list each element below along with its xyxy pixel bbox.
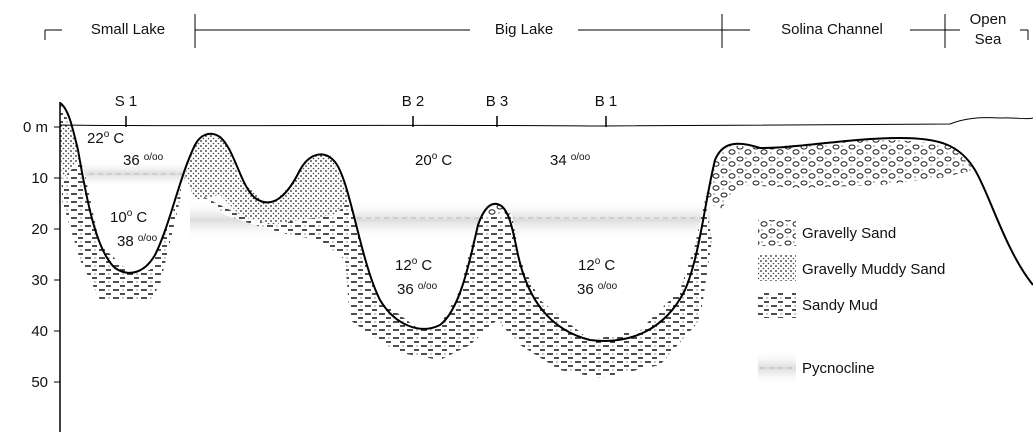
legend-label: Gravelly Sand bbox=[802, 225, 896, 242]
temperature-unit: C bbox=[109, 130, 124, 147]
salinity-value: 38 bbox=[117, 233, 134, 250]
gravelly-sand bbox=[705, 140, 975, 210]
water-surface bbox=[60, 118, 1033, 126]
station-label: B 2 bbox=[402, 93, 425, 110]
depth-label: 30 bbox=[31, 272, 48, 289]
station-label: S 1 bbox=[115, 93, 138, 110]
cross-section: Small Lake Big Lake Solina Channel Open … bbox=[0, 0, 1033, 432]
temperature: 22o C bbox=[87, 129, 124, 147]
region-label: Solina Channel bbox=[781, 21, 883, 38]
temperature-value: 20 bbox=[415, 152, 432, 169]
temperature-value: 22 bbox=[87, 130, 104, 147]
temperature-unit: C bbox=[132, 209, 147, 226]
depth-label: 40 bbox=[31, 323, 48, 340]
temperature: 10o C bbox=[110, 208, 147, 226]
depth-label: 10 bbox=[31, 170, 48, 187]
legend-swatch bbox=[758, 255, 796, 281]
temperature-unit: C bbox=[417, 257, 432, 274]
salinity-value: 36 bbox=[123, 152, 140, 169]
region-label: Open bbox=[970, 11, 1007, 28]
temperature: 12o C bbox=[578, 256, 615, 274]
temperature-unit: C bbox=[600, 257, 615, 274]
salinity: 36 o/oo bbox=[397, 281, 438, 298]
depth-label: 20 bbox=[31, 221, 48, 238]
region-label: Big Lake bbox=[495, 21, 553, 38]
salinity-unit: o/oo bbox=[138, 233, 158, 244]
depth-label: 50 bbox=[31, 374, 48, 391]
salinity-unit: o/oo bbox=[571, 152, 591, 163]
salinity-unit: o/oo bbox=[598, 281, 618, 292]
temperature-value: 12 bbox=[395, 257, 412, 274]
temperature: 12o C bbox=[395, 256, 432, 274]
region-label: Sea bbox=[975, 31, 1002, 48]
legend-label: Pycnocline bbox=[802, 360, 875, 377]
salinity-value: 36 bbox=[577, 281, 594, 298]
legend-swatch bbox=[758, 292, 796, 318]
station-label: B 1 bbox=[595, 93, 618, 110]
temperature-unit: C bbox=[437, 152, 452, 169]
salinity-value: 36 bbox=[397, 281, 414, 298]
region-label: Small Lake bbox=[91, 21, 165, 38]
salinity: 36 o/oo bbox=[577, 281, 618, 298]
salinity: 38 o/oo bbox=[117, 233, 158, 250]
salinity: 34 o/oo bbox=[550, 152, 591, 169]
legend-label: Sandy Mud bbox=[802, 297, 878, 314]
legend-label: Gravelly Muddy Sand bbox=[802, 261, 945, 278]
temperature-value: 12 bbox=[578, 257, 595, 274]
salinity-value: 34 bbox=[550, 152, 567, 169]
depth-label: 0 m bbox=[23, 119, 48, 136]
salinity-unit: o/oo bbox=[418, 281, 438, 292]
temperature: 20o C bbox=[415, 151, 452, 169]
station-label: B 3 bbox=[486, 93, 509, 110]
salinity-unit: o/oo bbox=[144, 152, 164, 163]
legend-swatch bbox=[758, 220, 796, 246]
temperature-value: 10 bbox=[110, 209, 127, 226]
